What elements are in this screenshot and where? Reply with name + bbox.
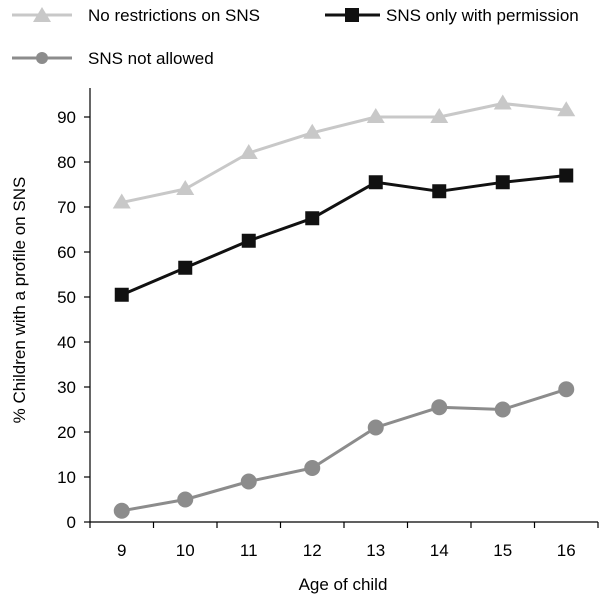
series-circle	[113, 381, 575, 519]
data-point-triangle	[303, 123, 322, 139]
series-line	[121, 387, 567, 513]
data-point-circle	[558, 381, 575, 398]
data-point-circle	[177, 491, 194, 508]
x-ticks: 9 10 11 12 13 14 15 16	[89, 522, 599, 560]
y-tick-label: 40	[57, 333, 76, 352]
data-point-square	[178, 260, 193, 275]
x-tick-label: 9	[117, 541, 126, 560]
x-tick-label: 11	[240, 541, 258, 560]
x-axis-title: Age of child	[299, 575, 388, 594]
data-point-circle	[367, 419, 384, 436]
legend-label-with-permission: SNS only with permission	[386, 6, 579, 25]
data-point-square	[114, 287, 129, 302]
y-tick-label: 70	[57, 198, 76, 217]
y-tick-label: 60	[57, 243, 76, 262]
y-axis-title: % Children with a profile on SNS	[10, 177, 29, 424]
x-tick-label: 13	[366, 541, 385, 560]
x-tick-label: 16	[557, 541, 576, 560]
legend-item-with-permission: SNS only with permission	[325, 6, 579, 25]
data-point-triangle	[493, 94, 512, 110]
data-point-square	[559, 168, 574, 183]
legend: No restrictions on SNS SNS only with per…	[12, 6, 579, 68]
x-tick-label: 15	[493, 541, 512, 560]
y-tick-label: 20	[57, 423, 76, 442]
y-ticks: 0 10 20 30 40 50 60 70 80 90	[57, 108, 90, 532]
axes	[89, 88, 598, 523]
y-tick-label: 80	[57, 153, 76, 172]
data-point-triangle	[239, 144, 258, 159]
legend-triangle-marker	[33, 7, 51, 22]
data-point-circle	[240, 473, 257, 490]
data-point-triangle	[366, 108, 385, 123]
legend-circle-marker	[36, 52, 48, 64]
data-point-circle	[304, 460, 321, 476]
x-tick-label: 12	[303, 541, 322, 560]
data-point-square	[432, 184, 447, 199]
data-point-square	[305, 211, 320, 226]
y-tick-label: 50	[57, 288, 76, 307]
data-point-square	[241, 233, 256, 248]
legend-item-no-restrictions: No restrictions on SNS	[12, 6, 260, 25]
series-square	[114, 168, 574, 302]
y-tick-label: 30	[57, 378, 76, 397]
series-line	[121, 174, 567, 297]
legend-square-marker	[345, 8, 359, 22]
x-tick-label: 10	[176, 541, 195, 560]
legend-label-not-allowed: SNS not allowed	[88, 49, 214, 68]
data-point-triangle	[430, 108, 449, 123]
series-layer	[112, 94, 576, 519]
data-point-triangle	[176, 180, 195, 195]
data-point-triangle	[557, 101, 576, 117]
legend-item-not-allowed: SNS not allowed	[12, 49, 214, 68]
data-point-circle	[494, 401, 511, 418]
y-tick-label: 0	[67, 513, 76, 532]
x-tick-label: 14	[430, 541, 449, 560]
y-tick-label: 10	[57, 468, 76, 487]
data-point-circle	[113, 502, 130, 519]
data-point-circle	[431, 399, 448, 416]
data-point-square	[368, 175, 383, 190]
data-point-triangle	[112, 193, 131, 209]
series-line	[121, 102, 567, 204]
data-point-square	[495, 175, 510, 190]
legend-label-no-restrictions: No restrictions on SNS	[88, 6, 260, 25]
y-tick-label: 90	[57, 108, 76, 127]
series-triangle	[112, 94, 576, 209]
